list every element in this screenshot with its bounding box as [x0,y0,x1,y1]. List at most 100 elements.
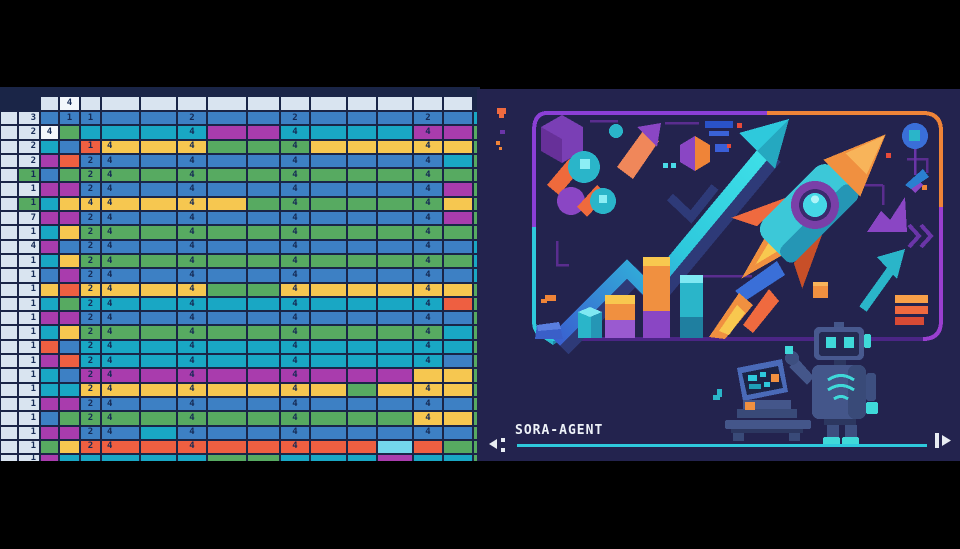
grid-cell[interactable] [474,112,479,125]
grid-cell[interactable]: 4 [102,254,139,268]
grid-cell[interactable] [311,383,346,396]
grid-cell[interactable] [348,154,376,168]
grid-cell[interactable]: 4 [414,297,442,311]
grid-cell[interactable]: 4 [178,126,206,139]
grid-cell[interactable]: 4 [281,254,309,268]
grid-cell[interactable]: 1 [81,112,100,125]
grid-cell[interactable] [208,240,246,253]
grid-cell[interactable] [444,254,472,268]
grid-cell[interactable]: 1 [19,254,39,268]
grid-cell[interactable]: 4 [281,426,309,439]
grid-cell[interactable]: 4 [178,412,206,425]
progress-bar[interactable] [517,444,927,447]
grid-cell[interactable]: 2 [81,383,100,396]
grid-cell[interactable]: 4 [102,369,139,382]
grid-cell[interactable] [60,269,79,282]
grid-cell[interactable]: 1 [19,183,39,196]
header-cell[interactable] [208,97,246,110]
grid-cell[interactable] [248,283,279,296]
grid-cell[interactable] [444,183,472,196]
grid-cell[interactable] [248,355,279,368]
grid-cell[interactable]: 2 [81,212,100,225]
grid-cell[interactable] [60,340,79,354]
grid-cell[interactable]: 2 [81,297,100,311]
grid-cell[interactable] [141,283,176,296]
grid-cell[interactable] [208,440,246,454]
grid-cell[interactable] [141,154,176,168]
grid-cell[interactable] [378,197,412,211]
grid-cell[interactable] [474,212,479,225]
grid-cell[interactable]: 4 [178,355,206,368]
grid-cell[interactable] [1,254,17,268]
grid-cell[interactable] [474,455,479,461]
grid-cell[interactable] [41,297,58,311]
grid-cell[interactable] [141,254,176,268]
grid-cell[interactable]: 4 [178,297,206,311]
grid-cell[interactable]: 4 [102,240,139,253]
grid-cell[interactable] [444,440,472,454]
grid-cell[interactable] [248,426,279,439]
grid-cell[interactable] [208,140,246,153]
grid-cell[interactable]: 4 [414,240,442,253]
grid-cell[interactable]: 4 [281,283,309,296]
grid-cell[interactable] [141,240,176,253]
grid-cell[interactable] [1,312,17,325]
grid-cell[interactable] [141,355,176,368]
grid-cell[interactable]: 4 [281,212,309,225]
grid-cell[interactable] [41,140,58,153]
grid-cell[interactable] [41,240,58,253]
grid-cell[interactable]: 2 [81,369,100,382]
grid-cell[interactable] [378,312,412,325]
grid-cell[interactable] [311,183,346,196]
grid-cell[interactable]: 1 [60,112,79,125]
grid-cell[interactable] [378,426,412,439]
grid-cell[interactable]: 4 [102,154,139,168]
grid-cell[interactable] [311,212,346,225]
grid-cell[interactable] [444,297,472,311]
grid-cell[interactable]: 4 [281,140,309,153]
header-cell[interactable] [311,97,346,110]
grid-cell[interactable]: 4 [102,383,139,396]
grid-cell[interactable] [311,283,346,296]
grid-cell[interactable] [248,269,279,282]
grid-cell[interactable]: 1 [19,197,39,211]
grid-cell[interactable] [474,383,479,396]
grid-cell[interactable]: 4 [102,355,139,368]
grid-cell[interactable] [444,240,472,253]
grid-cell[interactable] [1,369,17,382]
grid-cell[interactable]: 2 [81,312,100,325]
header-cell[interactable] [102,97,139,110]
grid-cell[interactable] [348,297,376,311]
grid-cell[interactable] [141,226,176,239]
grid-cell[interactable] [1,140,17,153]
grid-cell[interactable] [378,283,412,296]
grid-cell[interactable] [141,140,176,153]
grid-cell[interactable] [311,240,346,253]
grid-cell[interactable]: 2 [81,183,100,196]
grid-cell[interactable] [474,169,479,182]
grid-cell[interactable]: 2 [19,154,39,168]
grid-cell[interactable]: 1 [81,140,100,153]
grid-cell[interactable] [444,140,472,153]
grid-cell[interactable] [311,397,346,411]
grid-cell[interactable]: 4 [281,383,309,396]
grid-cell[interactable] [348,169,376,182]
grid-cell[interactable]: 4 [414,154,442,168]
grid-cell[interactable] [208,426,246,439]
grid-cell[interactable] [281,455,309,461]
grid-cell[interactable] [41,440,58,454]
grid-cell[interactable] [378,383,412,396]
grid-cell[interactable]: 4 [281,183,309,196]
grid-cell[interactable]: 1 [19,440,39,454]
grid-cell[interactable] [348,254,376,268]
grid-cell[interactable] [41,183,58,196]
grid-cell[interactable]: 2 [81,397,100,411]
grid-cell[interactable] [208,112,246,125]
grid-cell[interactable]: 4 [178,340,206,354]
grid-cell[interactable] [248,369,279,382]
grid-cell[interactable] [248,326,279,339]
grid-cell[interactable] [60,283,79,296]
grid-cell[interactable] [208,340,246,354]
grid-cell[interactable]: 4 [281,126,309,139]
grid-cell[interactable] [348,412,376,425]
